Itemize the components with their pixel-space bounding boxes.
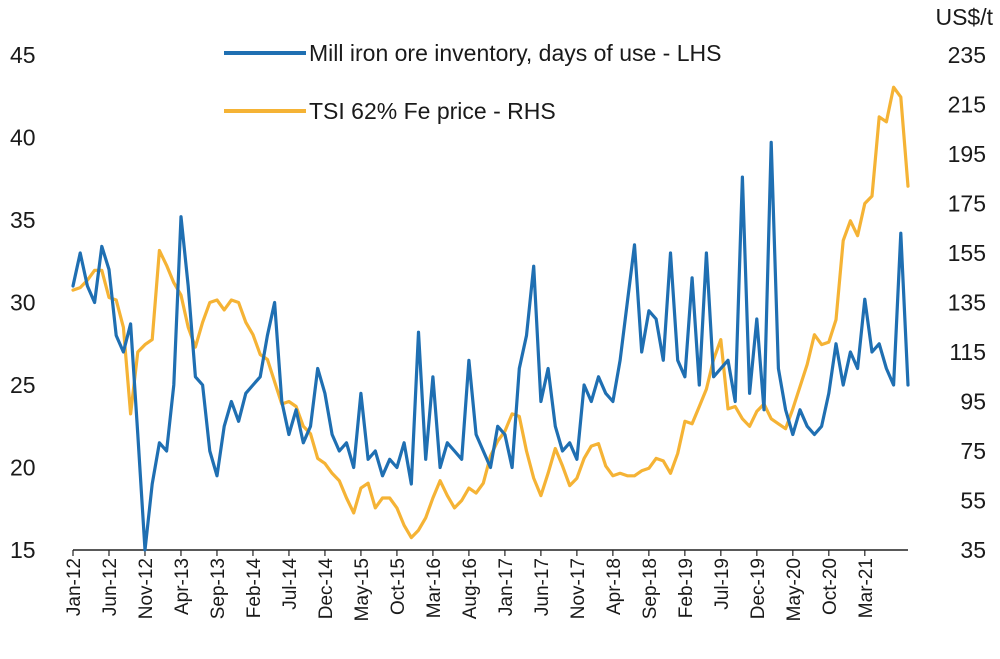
y-left-tick-label: 30 <box>10 290 36 316</box>
series-line-inventory <box>71 140 910 552</box>
y-right-tick-label: 155 <box>948 240 986 266</box>
x-tick-label: Nov-17 <box>568 558 589 619</box>
x-tick-label: Apr-18 <box>604 558 625 615</box>
x-tick-label: Mar-16 <box>424 558 445 618</box>
y-right-tick-label: 175 <box>948 191 986 217</box>
series-lines <box>71 85 910 552</box>
x-tick-label: Sep-18 <box>640 558 661 619</box>
x-tick-label: Jun-12 <box>100 558 121 616</box>
x-tick-label: Oct-15 <box>388 558 409 615</box>
x-tick-label: Feb-19 <box>676 558 697 618</box>
right-axis-unit-label: US$/t <box>935 4 993 30</box>
x-tick-label: May-20 <box>784 558 805 621</box>
x-tick-label: Jan-17 <box>496 558 517 616</box>
y-right-tick-label: 235 <box>948 42 986 68</box>
x-tick-label: Jul-14 <box>280 558 301 610</box>
x-tick-label: Oct-20 <box>820 558 841 615</box>
x-tick-label: Dec-14 <box>316 558 337 620</box>
y-right-tick-label: 95 <box>960 389 986 415</box>
legend-label-inventory: Mill iron ore inventory, days of use - L… <box>309 40 721 66</box>
legend-label-price: TSI 62% Fe price - RHS <box>309 98 556 124</box>
y-right-tick-label: 55 <box>960 488 986 514</box>
x-tick-label: Jun-17 <box>532 558 553 616</box>
y-left-tick-label: 25 <box>10 372 36 398</box>
y-right-tick-label: 215 <box>948 92 986 118</box>
x-tick-label: Jan-12 <box>64 558 85 616</box>
y-left-tick-label: 45 <box>10 42 36 68</box>
y-right-tick-labels: 35 55 75 95 115 135 155 175 195 215 235 <box>948 42 986 563</box>
x-tick-label: May-15 <box>352 558 373 621</box>
series-line-price <box>71 85 910 540</box>
y-left-tick-label: 40 <box>10 125 36 151</box>
legend: Mill iron ore inventory, days of use - L… <box>224 40 721 124</box>
x-tick-label: Aug-16 <box>460 558 481 619</box>
x-axis-tick-labels: Jan-12 Jun-12 Nov-12 Apr-13 Sep-13 Feb-14 Jul-… <box>64 558 877 622</box>
x-tick-label: Sep-13 <box>208 558 229 619</box>
y-right-tick-label: 135 <box>948 290 986 316</box>
y-right-tick-label: 75 <box>960 438 986 464</box>
x-tick-label: Jul-19 <box>712 558 733 610</box>
x-tick-label: Apr-13 <box>172 558 193 615</box>
y-left-tick-label: 35 <box>10 207 36 233</box>
y-right-tick-label: 35 <box>960 537 986 563</box>
x-axis-ticks <box>72 550 866 556</box>
x-tick-label: Nov-12 <box>136 558 157 619</box>
y-right-tick-label: 115 <box>949 339 986 365</box>
x-tick-label: Dec-19 <box>748 558 769 619</box>
y-left-tick-labels: 15 20 25 30 35 40 45 <box>10 42 36 563</box>
y-right-tick-label: 195 <box>948 141 986 167</box>
plot-area: Jan-12 Jun-12 Nov-12 Apr-13 Sep-13 Feb-14 Jul-… <box>10 42 986 621</box>
y-left-tick-label: 20 <box>10 455 36 481</box>
x-tick-label: Mar-21 <box>856 558 877 618</box>
x-tick-label: Feb-14 <box>244 558 265 619</box>
y-left-tick-label: 15 <box>10 537 36 563</box>
